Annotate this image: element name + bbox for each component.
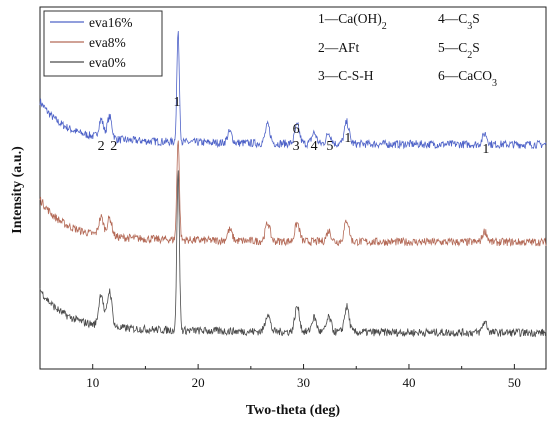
peak-label: 5 (326, 139, 333, 154)
legend-label: eva16% (89, 15, 132, 30)
series-line-eva16% (39, 30, 547, 150)
x-axis-label: Two-theta (deg) (246, 403, 341, 418)
y-axis-label: Intensity (a.u.) (10, 146, 25, 234)
peak-label: 1 (344, 131, 351, 146)
plot-frame (39, 6, 547, 370)
x-ticks: 10 20 30 40 50 (39, 364, 521, 390)
phase-legend: 1—Ca(OH)2 2—AFt 3—C-S-H 4—C3S 5—C2S 6—CaCO3 (318, 11, 497, 89)
series-legend: eva16% eva8% eva0% (43, 10, 163, 77)
x-tick-label: 50 (508, 375, 521, 390)
phase-entry: 1—Ca(OH)2 (318, 11, 387, 32)
legend-label: eva8% (89, 35, 126, 50)
series-line-eva8% (39, 140, 547, 247)
phase-entry: 2—AFt (318, 40, 360, 55)
peak-label: 6 (293, 122, 300, 137)
series-layer (39, 30, 547, 338)
peak-label: 2 (110, 139, 117, 154)
peak-label: 1 (482, 142, 489, 157)
phase-entry: 4—C3S (438, 11, 480, 32)
series-line-eva0% (39, 170, 547, 338)
phase-entry: 3—C-S-H (318, 68, 374, 83)
phase-entry: 5—C2S (438, 40, 480, 61)
peak-label: 3 (293, 139, 300, 154)
x-tick-label: 40 (402, 375, 415, 390)
x-tick-label: 10 (86, 375, 99, 390)
peak-label: 2 (98, 139, 105, 154)
legend-label: eva0% (89, 55, 126, 70)
peak-label: 4 (311, 139, 318, 154)
peak-label: 1 (174, 95, 181, 110)
x-tick-label: 20 (192, 375, 205, 390)
phase-entry: 6—CaCO3 (438, 68, 497, 89)
x-tick-label: 30 (297, 375, 310, 390)
